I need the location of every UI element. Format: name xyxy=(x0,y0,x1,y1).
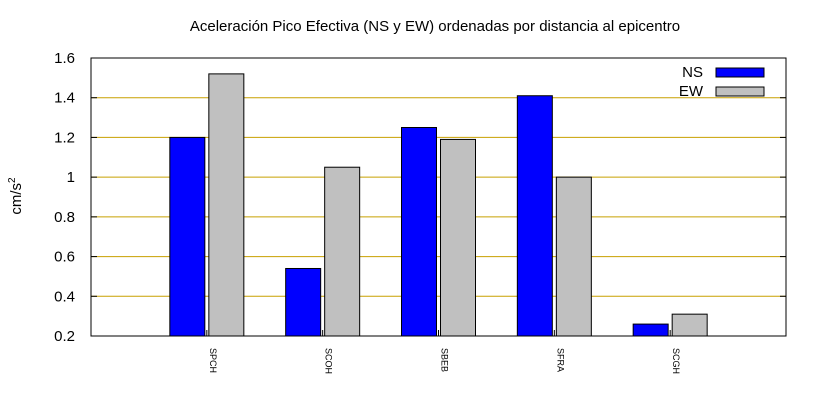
bar-ns-scoh xyxy=(285,267,322,337)
legend: NS EW xyxy=(679,64,765,100)
legend-swatch-ns xyxy=(715,67,765,78)
y-tick-label: 1.6 xyxy=(54,50,75,67)
chart-title: Aceleración Pico Efectiva (NS y EW) orde… xyxy=(190,18,680,35)
bar-ew-sfra xyxy=(555,176,592,337)
x-category-label: SBEB xyxy=(440,348,450,372)
x-category-label: SCOH xyxy=(324,348,334,374)
y-tick-label: 0.2 xyxy=(54,328,75,345)
bar-ew-scoh xyxy=(324,166,361,337)
y-tick-label: 1 xyxy=(67,169,75,186)
bar-ns-sfra xyxy=(516,95,553,337)
bar-ns-spch xyxy=(169,136,206,337)
bars xyxy=(169,73,708,337)
y-tick-label: 0.4 xyxy=(54,288,75,305)
bar-ns-sbeb xyxy=(401,127,437,337)
y-axis-label-exponent: 2 xyxy=(7,177,18,183)
y-tick-label: 1.2 xyxy=(54,129,75,146)
y-axis-label: cm/s2 xyxy=(7,177,25,215)
x-category-label: SPCH xyxy=(208,348,218,373)
axis-ticks xyxy=(91,57,786,337)
bar-ew-sbeb xyxy=(440,138,476,337)
y-axis-label-unit: cm/s xyxy=(8,183,25,215)
legend-label-ew: EW xyxy=(679,83,704,100)
legend-label-ns: NS xyxy=(682,64,703,81)
y-tick-labels: 0.2 0.4 0.6 0.8 1 1.2 1.4 1.6 xyxy=(54,50,75,345)
bar-ew-spch xyxy=(208,73,245,337)
x-category-labels: SPCH SCOH SBEB SFRA SCGH xyxy=(208,348,681,374)
x-category-label: SFRA xyxy=(555,348,565,372)
y-tick-label: 1.4 xyxy=(54,90,75,107)
y-tick-label: 0.6 xyxy=(54,249,75,266)
legend-swatch-ew xyxy=(715,86,765,97)
bar-ew-scgh xyxy=(671,313,708,337)
x-category-label: SCGH xyxy=(671,348,681,374)
y-tick-label: 0.8 xyxy=(54,209,75,226)
bar-ns-scgh xyxy=(632,323,669,337)
grid-lines xyxy=(91,97,786,297)
